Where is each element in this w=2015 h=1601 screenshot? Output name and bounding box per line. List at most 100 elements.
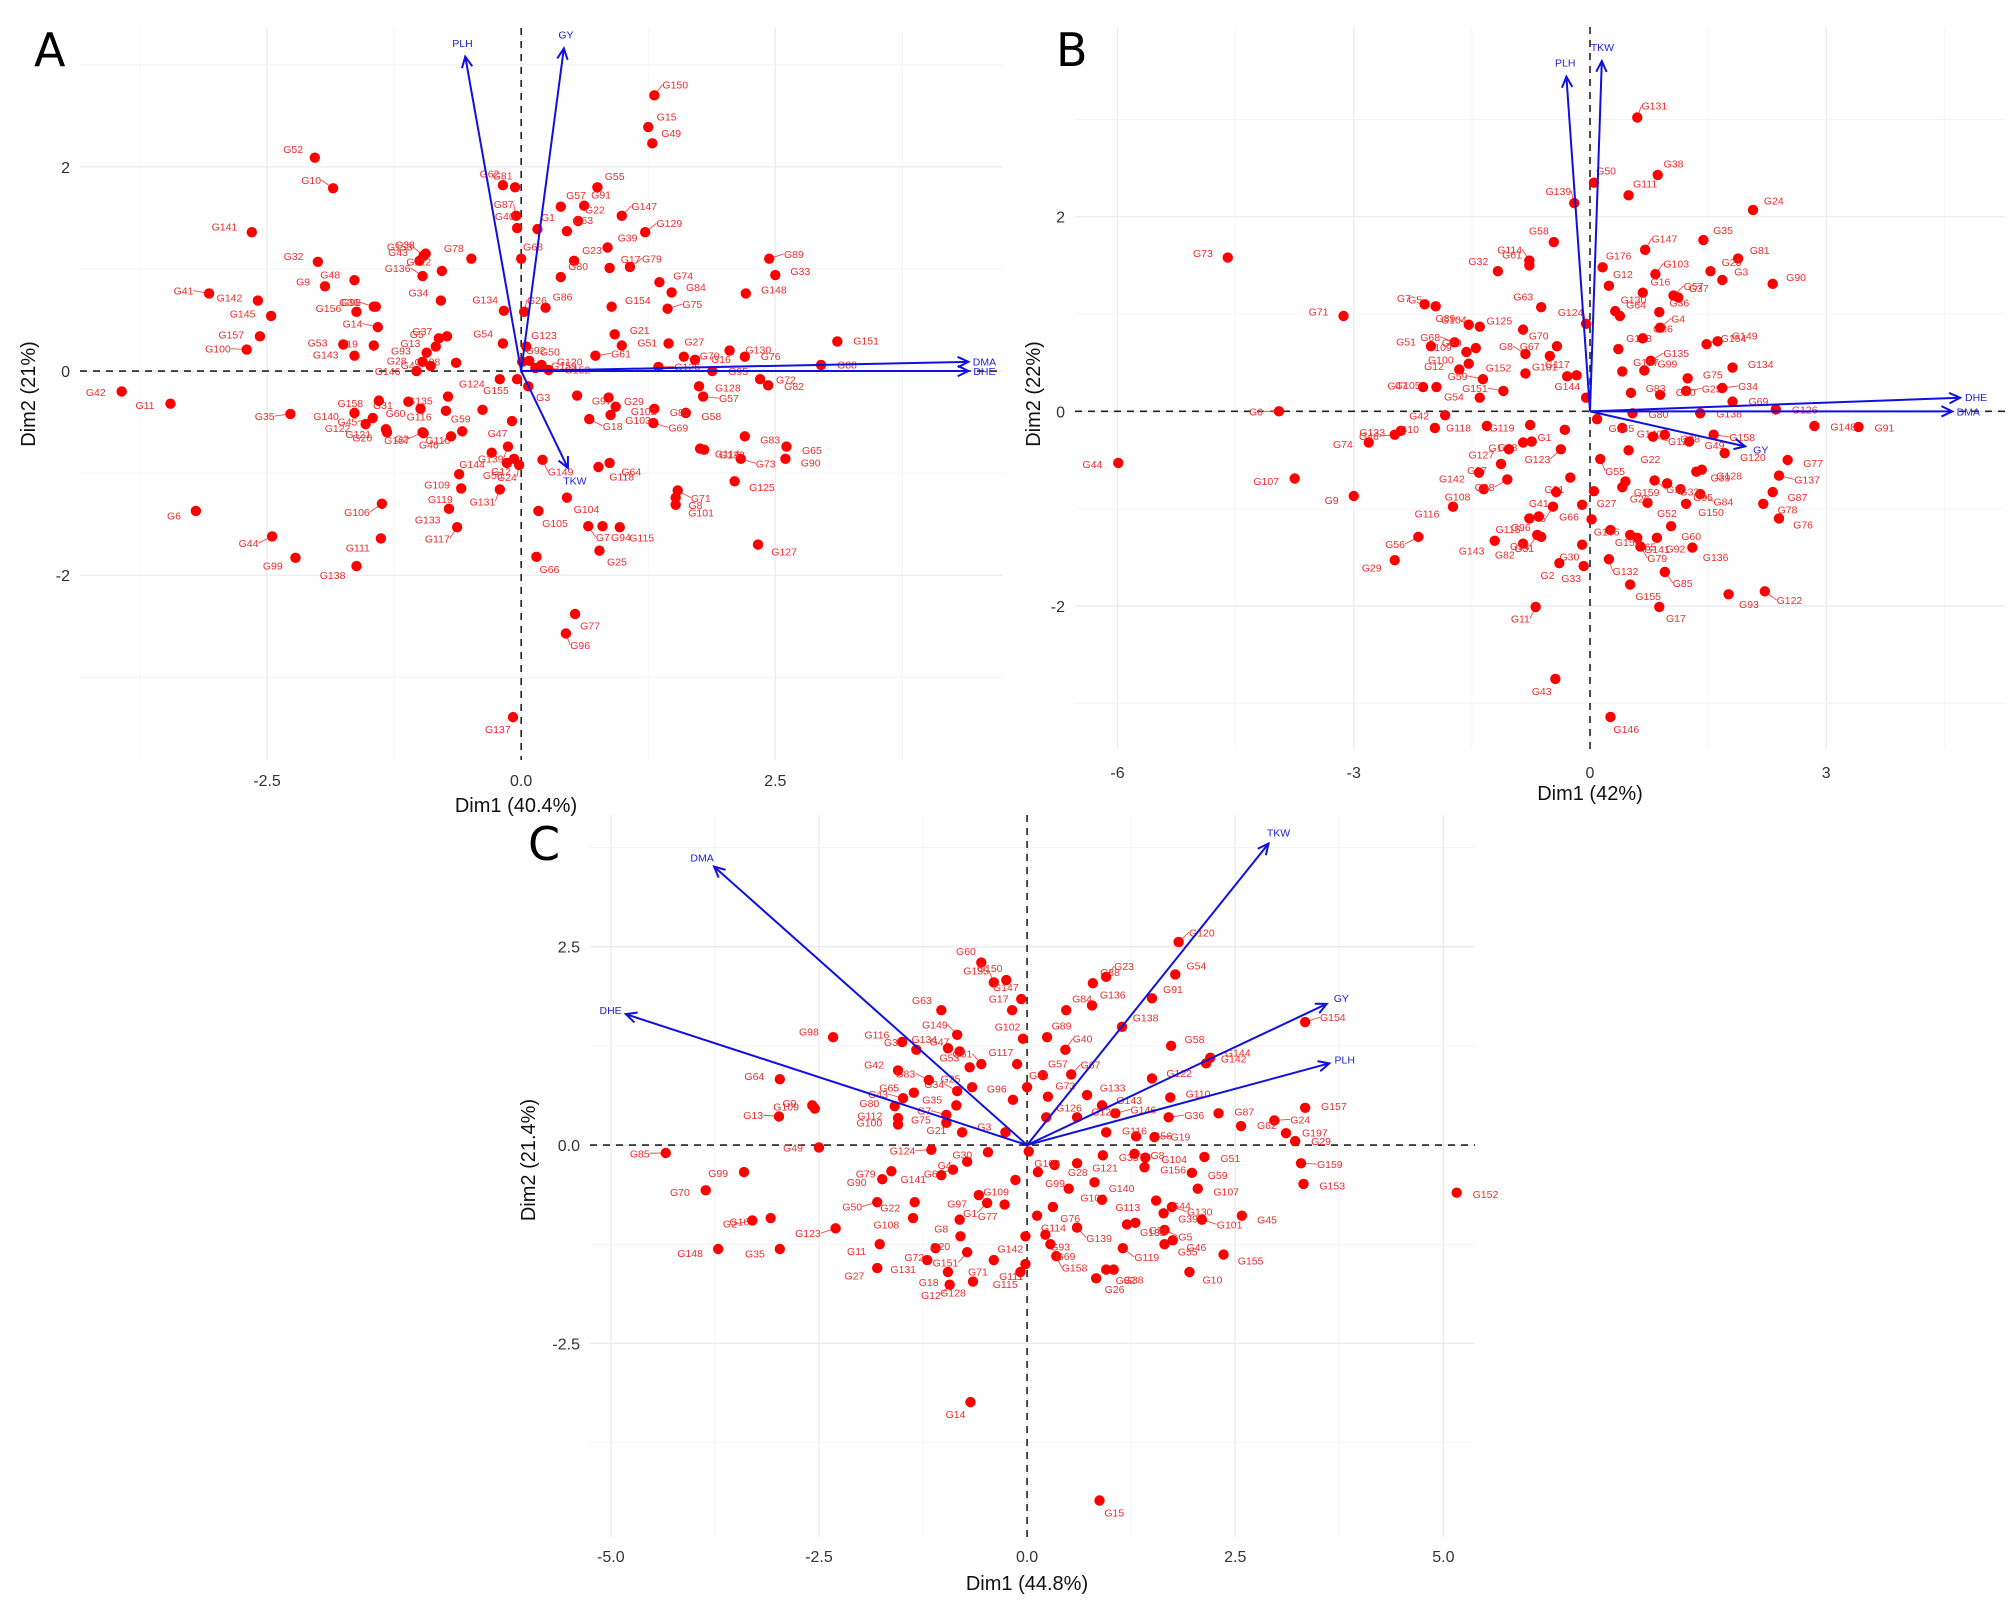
point-label: G144 <box>1554 381 1580 393</box>
genotype-point-g118: G118 <box>593 461 634 483</box>
data-point <box>1524 419 1536 431</box>
point-label: G25 <box>1702 383 1722 395</box>
data-point <box>376 498 388 509</box>
point-label: G115 <box>993 1279 1018 1291</box>
data-point <box>603 392 614 403</box>
point-label: G70 <box>670 1187 690 1199</box>
genotype-point-g133: G133 <box>415 503 455 526</box>
genotype-point-g138: G138 <box>1695 408 1742 421</box>
variable-arrow-tkw: TKW <box>1026 828 1290 1146</box>
genotype-point-g15: G15 <box>643 111 677 133</box>
point-label: G148 <box>1830 422 1856 434</box>
point-label: G50 <box>1596 166 1616 178</box>
genotype-point-g137: G137 <box>485 711 519 736</box>
point-label: G72 <box>776 375 796 387</box>
genotype-point-g79: G79 <box>856 1166 897 1181</box>
data-point <box>1517 324 1529 335</box>
data-point <box>1717 382 1728 394</box>
data-point <box>1586 514 1597 525</box>
genotype-point-g64: G64 <box>744 1071 786 1085</box>
data-point <box>604 262 615 274</box>
point-label: G18 <box>603 421 623 433</box>
point-label: G41 <box>174 286 194 298</box>
genotype-point-g123: G123 <box>1525 444 1567 466</box>
data-point <box>1021 1081 1033 1093</box>
genotype-point-g22: G22 <box>1623 445 1660 466</box>
point-label: G104 <box>1441 314 1467 326</box>
data-point <box>813 1142 825 1153</box>
point-label: G58 <box>1185 1034 1205 1046</box>
data-point <box>1642 497 1653 509</box>
point-label: G49 <box>661 128 681 140</box>
genotype-point-g34: G34 <box>1717 381 1758 394</box>
genotype-point-g71: G71 <box>672 485 711 505</box>
data-point <box>752 539 764 550</box>
genotype-point-g61: G61 <box>953 1049 987 1070</box>
arrow-shaft <box>1589 410 1746 448</box>
genotype-point-g29: G29 <box>1289 1135 1331 1148</box>
point-label: G57 <box>1048 1059 1068 1071</box>
point-label: G14 <box>946 1409 966 1421</box>
genotype-point-g43: G43 <box>388 247 425 266</box>
data-point <box>597 521 608 532</box>
data-point <box>1623 190 1634 201</box>
genotype-point-g81: G81 <box>493 170 521 193</box>
genotype-point-g70: G70 <box>678 351 720 363</box>
point-label: G130 <box>1187 1207 1213 1219</box>
point-label: G12 <box>1424 361 1444 373</box>
point-label: G151 <box>1462 383 1488 395</box>
point-label: G84 <box>1072 994 1092 1006</box>
data-point <box>1041 1031 1053 1043</box>
point-label: G25 <box>607 557 627 569</box>
point-label: G102 <box>631 406 657 418</box>
point-label: G42 <box>864 1059 884 1071</box>
point-label: G116 <box>407 411 432 423</box>
genotype-point-g12: G12 <box>921 1279 955 1302</box>
point-label: G94 <box>611 532 631 544</box>
genotype-point-g127: G127 <box>1469 444 1515 461</box>
arrow-shaft <box>713 865 1028 1146</box>
data-point <box>1603 554 1615 565</box>
point-label: G128 <box>715 382 741 394</box>
x-tick-label: -3 <box>1347 765 1361 782</box>
data-point <box>502 441 514 452</box>
point-label: G134 <box>1748 359 1774 371</box>
data-point <box>1767 486 1778 498</box>
point-label: G82 <box>1116 1275 1136 1287</box>
genotype-point-g73: G73 <box>735 453 776 470</box>
genotype-point-g115: G115 <box>1496 513 1535 536</box>
point-label: G150 <box>662 80 688 92</box>
data-point <box>609 329 620 340</box>
data-point <box>1654 389 1666 401</box>
point-label: G12 <box>1613 269 1633 281</box>
data-point <box>1474 321 1485 332</box>
data-point <box>1695 408 1706 419</box>
genotype-point-g20: G20 <box>930 1231 966 1253</box>
genotype-point-g35c: G35 <box>745 1243 786 1261</box>
data-point <box>1011 1058 1023 1070</box>
point-label: G71 <box>691 493 711 505</box>
data-point <box>1588 177 1600 188</box>
data-point <box>360 418 371 430</box>
point-label: G107 <box>384 435 410 447</box>
point-label: G101 <box>688 508 714 520</box>
point-label: G126 <box>1792 404 1818 416</box>
point-label: G58 <box>1529 225 1549 237</box>
point-label: G84 <box>1713 496 1733 508</box>
data-point <box>653 361 664 373</box>
point-label: G157 <box>218 330 244 342</box>
point-label: G42 <box>86 387 106 399</box>
genotype-point-g14: G14 <box>946 1396 976 1421</box>
data-point <box>1520 368 1531 379</box>
data-point <box>285 408 296 420</box>
data-point <box>1066 1069 1077 1080</box>
variable-arrow-dma: DMA <box>690 852 1028 1146</box>
genotype-point-g121: G121 <box>1071 1158 1118 1174</box>
genotype-point-g91: G91 <box>1853 421 1895 435</box>
genotype-point-g39: G39 <box>1158 1208 1198 1226</box>
data-point <box>433 333 445 344</box>
data-point <box>1588 485 1600 497</box>
point-label: G87 <box>494 199 514 211</box>
point-label: G80 <box>568 261 588 273</box>
data-point <box>662 303 673 314</box>
